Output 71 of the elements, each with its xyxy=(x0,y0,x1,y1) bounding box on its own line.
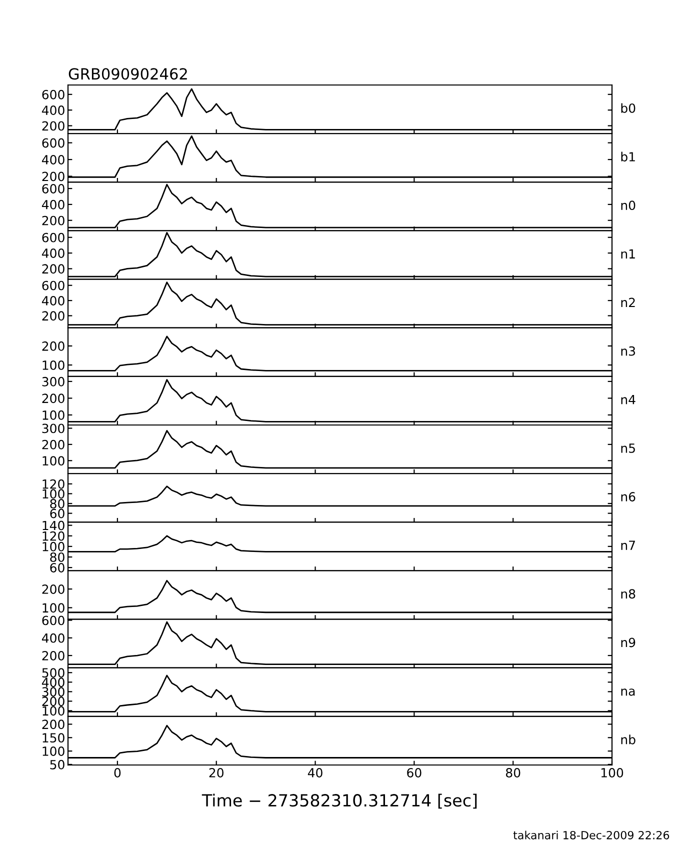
y-tick-label: 500 xyxy=(42,668,64,678)
y-tick-label: 120 xyxy=(42,479,64,489)
y-tick-label: 600 xyxy=(42,280,64,290)
line-series xyxy=(68,621,612,666)
y-tick-label: 100 xyxy=(42,456,64,466)
line-series xyxy=(68,88,612,130)
y-tick-label: 400 xyxy=(42,296,64,306)
y-tick-label: 400 xyxy=(42,200,64,210)
text: n7 xyxy=(621,540,635,550)
x-tick-label: 100 xyxy=(601,768,624,778)
chart-title: GRB090902462 xyxy=(68,68,187,80)
y-tick-label: 600 xyxy=(42,184,64,194)
y-tick-label: 200 xyxy=(42,440,64,450)
y-tick-label: 300 xyxy=(42,376,64,386)
x-tick-label: 0 xyxy=(114,768,121,778)
y-tick-label: 100 xyxy=(42,603,64,613)
y-tick-label: 200 xyxy=(42,264,64,274)
y-tick-label: 80 xyxy=(50,552,64,562)
text: na xyxy=(621,688,635,696)
x-tick-label: 40 xyxy=(308,768,322,778)
y-tick-label: 100 xyxy=(42,410,64,420)
y-tick-label: 200 xyxy=(42,650,64,660)
y-tick-label: 80 xyxy=(50,498,64,508)
y-tick-label: 400 xyxy=(42,678,64,688)
y-tick-label: 200 xyxy=(42,696,64,706)
y-tick-label: 400 xyxy=(42,155,64,164)
y-tick-label: 200 xyxy=(42,311,64,321)
text: b0 xyxy=(621,103,636,113)
y-tick-label: 200 xyxy=(42,216,64,226)
y-tick-label: 50 xyxy=(50,760,64,770)
y-tick-label: 100 xyxy=(42,542,64,552)
y-tick-label: 120 xyxy=(42,531,64,541)
y-tick-label: 100 xyxy=(42,706,64,716)
y-tick-label: 200 xyxy=(42,584,64,594)
text: n1 xyxy=(621,249,635,258)
x-tick-label: 80 xyxy=(506,768,520,778)
y-tick-label: 200 xyxy=(42,394,64,404)
y-tick-label: 600 xyxy=(42,90,64,100)
text: n6 xyxy=(621,492,636,502)
text: n2 xyxy=(621,298,635,308)
y-tick-label: 200 xyxy=(42,720,64,730)
y-tick-label: 600 xyxy=(42,138,64,148)
y-tick-label: 60 xyxy=(50,508,64,518)
y-tick-label: 400 xyxy=(42,248,64,258)
y-tick-label: 100 xyxy=(42,489,64,499)
text: n3 xyxy=(621,346,636,356)
y-tick-label: 300 xyxy=(42,687,64,697)
y-tick-label: 200 xyxy=(42,341,64,351)
text: takanari 18-Dec-2009 22:26 xyxy=(513,830,670,840)
text: n8 xyxy=(621,589,636,599)
x-axis-title: Time − 273582310.312714 [sec] xyxy=(202,794,477,809)
y-tick-label: 100 xyxy=(42,746,64,756)
y-tick-label: 150 xyxy=(42,733,64,743)
y-tick-label: 200 xyxy=(42,121,64,131)
text: n9 xyxy=(621,638,636,648)
y-tick-label: 400 xyxy=(42,106,64,115)
text: n0 xyxy=(621,200,636,210)
y-tick-label: 60 xyxy=(50,563,64,572)
text: nb xyxy=(621,734,636,744)
x-tick-label: 20 xyxy=(209,768,224,778)
y-tick-label: 600 xyxy=(42,616,64,626)
y-tick-label: 200 xyxy=(42,172,64,182)
text: b1 xyxy=(621,152,635,162)
y-tick-label: 100 xyxy=(42,360,64,370)
text: n4 xyxy=(621,395,636,404)
y-tick-label: 300 xyxy=(42,424,64,434)
y-tick-label: 400 xyxy=(42,633,64,643)
x-tick-label: 60 xyxy=(407,768,422,778)
y-tick-label: 140 xyxy=(42,520,64,530)
y-tick-label: 600 xyxy=(42,232,64,242)
text: n5 xyxy=(621,444,635,453)
